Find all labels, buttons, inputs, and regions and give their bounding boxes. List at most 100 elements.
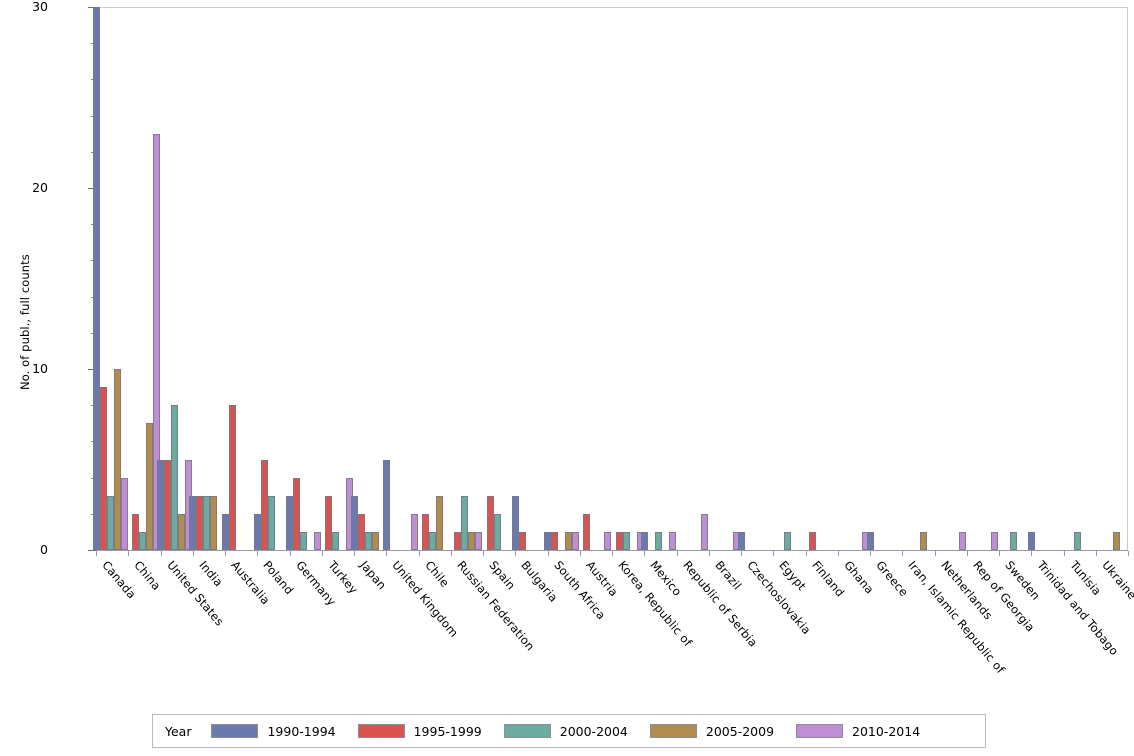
x-tick <box>1063 551 1065 556</box>
bar-group <box>737 7 773 550</box>
bar-group <box>483 7 515 550</box>
legend-entry[interactable]: 1990-1994 <box>211 723 336 739</box>
bar <box>737 531 745 550</box>
x-axis-label: Brazil <box>712 558 745 593</box>
bar <box>196 495 204 550</box>
bar-group <box>709 7 741 550</box>
bar <box>138 531 146 550</box>
legend-swatch <box>503 724 551 738</box>
y-tick-label: 20 <box>32 180 48 195</box>
bar <box>1074 531 1082 550</box>
bar-group <box>677 7 709 550</box>
legend-label: 1990-1994 <box>267 723 336 739</box>
bar <box>371 531 379 550</box>
bar <box>203 495 211 550</box>
bar-group <box>544 7 580 550</box>
bar <box>157 459 165 550</box>
x-axis-line <box>96 550 1128 551</box>
x-tick <box>644 551 646 556</box>
bar <box>286 495 294 550</box>
bar-group <box>157 7 193 550</box>
legend-label: 2005-2009 <box>705 723 775 739</box>
bar <box>959 531 967 550</box>
legend-label: 1995-1999 <box>413 723 482 739</box>
x-tick <box>870 551 871 556</box>
bar <box>866 531 874 550</box>
bar <box>164 459 172 550</box>
bar <box>565 531 573 550</box>
bar <box>364 531 372 550</box>
bar-group <box>999 7 1031 550</box>
bar <box>357 513 365 550</box>
legend-entry[interactable]: 2000-2004 <box>503 724 628 739</box>
x-axis-label: Chile <box>421 558 452 590</box>
bar <box>99 387 107 550</box>
legend-entry[interactable]: 2005-2009 <box>649 723 775 739</box>
bar <box>228 405 236 550</box>
x-axis-label: Japan <box>357 558 390 593</box>
x-axis-label: United States <box>163 558 227 629</box>
bar-group <box>1064 7 1096 550</box>
x-axis-label: China <box>131 558 165 593</box>
bar <box>493 513 501 550</box>
x-axis-label: Finland <box>808 558 847 600</box>
bar-group <box>322 7 354 550</box>
y-tick-major <box>88 7 96 8</box>
bar-group <box>1096 7 1128 550</box>
y-tick-major <box>88 550 96 551</box>
x-axis-label: Spain <box>486 558 519 593</box>
bar-group <box>640 7 676 550</box>
bar-group <box>580 7 612 550</box>
x-tick <box>483 551 484 556</box>
bar <box>314 531 322 550</box>
bar-group <box>451 7 483 550</box>
legend: Year 1990-1994 1995-1999 2000-2004 2005-200… <box>152 714 986 748</box>
x-tick <box>354 551 355 556</box>
bar-group <box>612 7 644 550</box>
bar <box>300 531 308 550</box>
legend-entry[interactable]: 1995-1999 <box>357 723 482 739</box>
legend-swatch <box>796 724 844 738</box>
bar-group <box>773 7 805 550</box>
y-axis-title: No. of publ., full counts <box>18 254 32 390</box>
bar <box>267 495 275 550</box>
x-tick <box>450 551 452 556</box>
bar <box>454 531 462 550</box>
bar <box>486 495 494 550</box>
bar <box>461 495 469 550</box>
bar <box>544 531 552 550</box>
plot-border-top <box>96 7 1128 8</box>
x-tick <box>837 551 839 556</box>
x-axis-label: India <box>196 558 226 590</box>
bar <box>152 133 160 550</box>
x-tick <box>676 551 678 556</box>
legend-swatch <box>649 724 697 738</box>
bar <box>178 513 186 550</box>
bar <box>332 531 340 550</box>
bar <box>325 495 333 550</box>
legend-entry[interactable]: 2010-2014 <box>796 724 920 739</box>
bar <box>106 495 114 550</box>
bar <box>410 513 418 550</box>
bar <box>92 7 100 550</box>
bar <box>382 459 390 550</box>
legend-title: Year <box>165 723 192 739</box>
bar <box>293 477 301 550</box>
bar <box>120 477 128 550</box>
bar <box>171 405 179 550</box>
x-tick <box>96 551 97 556</box>
bar <box>1009 531 1017 550</box>
bar <box>783 531 791 550</box>
y-tick-major <box>88 369 96 370</box>
bar-group <box>189 7 225 550</box>
bar-group <box>902 7 934 550</box>
x-tick <box>321 551 323 556</box>
bar-group <box>838 7 870 550</box>
x-tick <box>225 551 226 556</box>
bar <box>210 495 218 550</box>
x-tick <box>1128 551 1129 556</box>
bar-group <box>286 7 322 550</box>
x-tick <box>999 551 1000 556</box>
x-tick <box>289 551 291 556</box>
bars-layer <box>92 7 1128 550</box>
